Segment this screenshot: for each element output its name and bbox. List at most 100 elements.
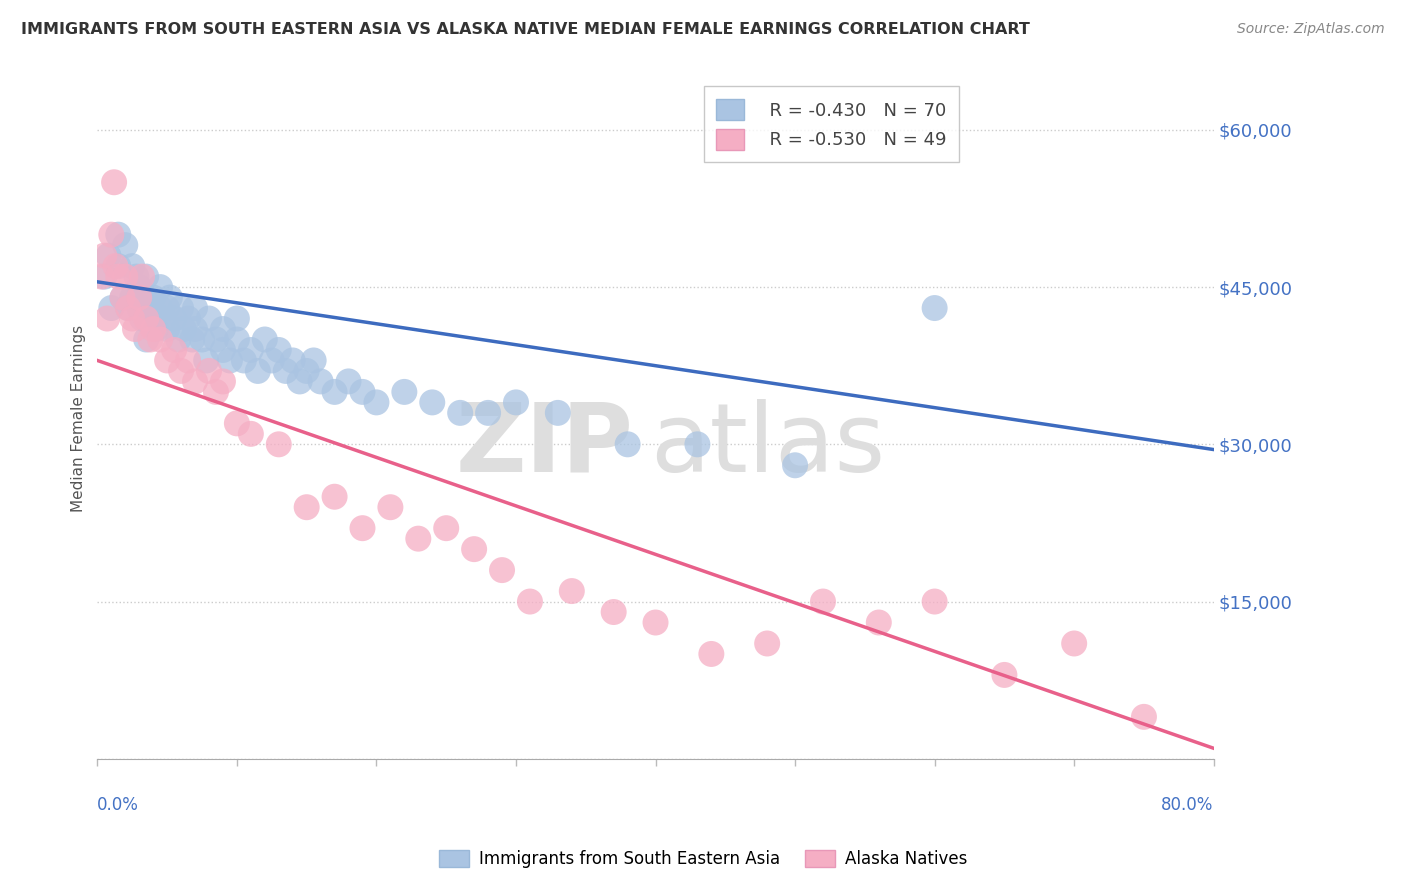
Point xyxy=(107,259,129,273)
Point xyxy=(323,384,346,399)
Point xyxy=(156,353,179,368)
Point xyxy=(191,333,214,347)
Point xyxy=(184,301,207,315)
Point xyxy=(993,668,1015,682)
Point xyxy=(121,259,143,273)
Point xyxy=(103,175,125,189)
Point xyxy=(212,375,235,389)
Point xyxy=(100,301,122,315)
Point xyxy=(602,605,624,619)
Point xyxy=(195,353,218,368)
Point xyxy=(700,647,723,661)
Point xyxy=(184,375,207,389)
Point xyxy=(131,269,153,284)
Point xyxy=(811,594,834,608)
Point xyxy=(93,249,115,263)
Point xyxy=(149,301,172,315)
Point xyxy=(117,301,139,315)
Point xyxy=(111,291,134,305)
Point xyxy=(142,311,165,326)
Point xyxy=(149,333,172,347)
Point xyxy=(337,375,360,389)
Point xyxy=(134,291,156,305)
Point xyxy=(519,594,541,608)
Point xyxy=(114,238,136,252)
Point xyxy=(260,353,283,368)
Point xyxy=(239,343,262,357)
Point xyxy=(135,311,157,326)
Point xyxy=(491,563,513,577)
Point xyxy=(177,311,200,326)
Point xyxy=(295,364,318,378)
Point xyxy=(380,500,402,515)
Point xyxy=(366,395,388,409)
Point xyxy=(309,375,332,389)
Point xyxy=(232,353,254,368)
Point xyxy=(1063,636,1085,650)
Point xyxy=(295,500,318,515)
Point xyxy=(142,291,165,305)
Point xyxy=(246,364,269,378)
Point xyxy=(156,322,179,336)
Point xyxy=(212,322,235,336)
Legend: Immigrants from South Eastern Asia, Alaska Natives: Immigrants from South Eastern Asia, Alas… xyxy=(432,843,974,875)
Point xyxy=(170,364,193,378)
Point xyxy=(167,333,190,347)
Point xyxy=(225,311,247,326)
Point xyxy=(239,426,262,441)
Point xyxy=(121,291,143,305)
Point xyxy=(93,269,115,284)
Point xyxy=(177,353,200,368)
Point xyxy=(170,301,193,315)
Point xyxy=(104,259,127,273)
Legend:   R = -0.430   N = 70,   R = -0.530   N = 49: R = -0.430 N = 70, R = -0.530 N = 49 xyxy=(704,87,959,162)
Point xyxy=(205,384,228,399)
Point xyxy=(145,322,167,336)
Point xyxy=(756,636,779,650)
Point xyxy=(128,291,150,305)
Point xyxy=(394,384,416,399)
Point xyxy=(173,322,195,336)
Point xyxy=(121,311,143,326)
Point xyxy=(267,343,290,357)
Point xyxy=(107,269,129,284)
Point xyxy=(181,333,204,347)
Point xyxy=(281,353,304,368)
Point xyxy=(868,615,890,630)
Point xyxy=(288,375,311,389)
Point xyxy=(139,301,162,315)
Point xyxy=(644,615,666,630)
Point xyxy=(90,269,112,284)
Point xyxy=(135,333,157,347)
Point xyxy=(253,333,276,347)
Point xyxy=(198,364,221,378)
Point xyxy=(184,322,207,336)
Point xyxy=(117,301,139,315)
Point xyxy=(149,280,172,294)
Point xyxy=(449,406,471,420)
Point xyxy=(107,227,129,242)
Point xyxy=(1133,710,1156,724)
Point xyxy=(924,594,946,608)
Y-axis label: Median Female Earnings: Median Female Earnings xyxy=(72,325,86,512)
Point xyxy=(198,311,221,326)
Point xyxy=(114,269,136,284)
Point xyxy=(505,395,527,409)
Point xyxy=(125,269,148,284)
Point xyxy=(128,301,150,315)
Point xyxy=(205,333,228,347)
Text: atlas: atlas xyxy=(650,399,886,491)
Text: Source: ZipAtlas.com: Source: ZipAtlas.com xyxy=(1237,22,1385,37)
Text: 80.0%: 80.0% xyxy=(1161,797,1213,814)
Point xyxy=(477,406,499,420)
Point xyxy=(408,532,430,546)
Point xyxy=(352,521,374,535)
Point xyxy=(561,584,583,599)
Point xyxy=(111,291,134,305)
Point xyxy=(274,364,297,378)
Point xyxy=(463,542,485,557)
Point xyxy=(212,343,235,357)
Point xyxy=(153,311,176,326)
Point xyxy=(352,384,374,399)
Point xyxy=(135,269,157,284)
